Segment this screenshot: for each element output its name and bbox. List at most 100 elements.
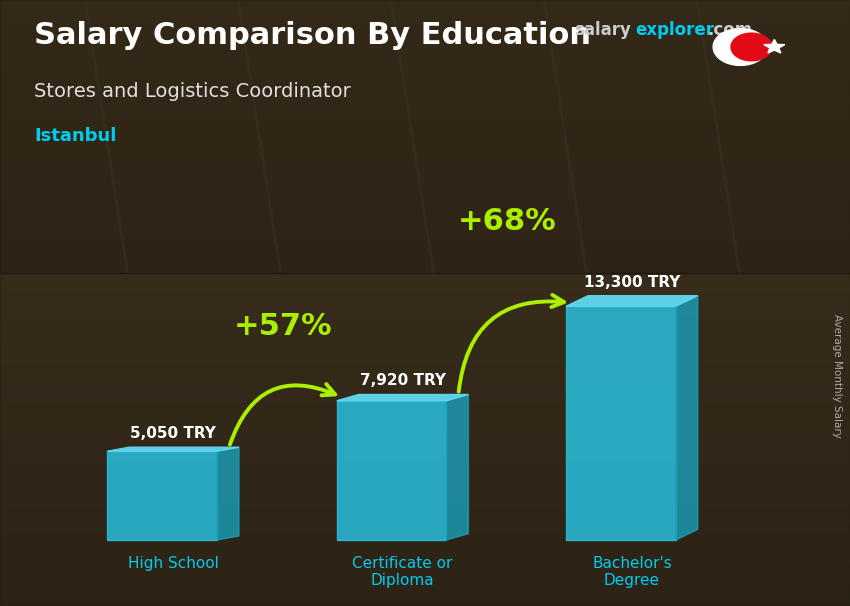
Bar — [0, 239, 850, 242]
Bar — [0, 424, 850, 427]
Bar — [0, 270, 850, 273]
Bar — [0, 227, 850, 230]
Bar — [0, 412, 850, 415]
Bar — [0, 121, 850, 124]
Bar — [0, 527, 850, 530]
Text: 13,300 TRY: 13,300 TRY — [584, 275, 680, 290]
Bar — [0, 564, 850, 567]
Bar — [0, 403, 850, 406]
Bar — [0, 400, 850, 403]
Bar — [0, 482, 850, 485]
Bar — [0, 421, 850, 424]
Bar — [0, 594, 850, 597]
Bar — [0, 182, 850, 185]
Bar — [0, 73, 850, 76]
Bar — [0, 115, 850, 118]
Bar — [0, 582, 850, 585]
Bar — [0, 318, 850, 321]
Bar — [0, 576, 850, 579]
Bar — [0, 415, 850, 418]
Bar — [0, 212, 850, 215]
Bar — [0, 167, 850, 170]
Bar — [0, 279, 850, 282]
Bar — [0, 67, 850, 70]
Bar — [0, 433, 850, 436]
Bar — [0, 361, 850, 364]
Bar — [337, 401, 446, 540]
Bar — [0, 197, 850, 200]
Bar — [0, 427, 850, 430]
Bar — [0, 406, 850, 409]
Bar — [0, 15, 850, 18]
Text: Istanbul: Istanbul — [34, 127, 116, 145]
Bar — [0, 558, 850, 561]
Bar — [0, 521, 850, 524]
Bar — [0, 127, 850, 130]
Bar — [0, 248, 850, 251]
Bar — [0, 306, 850, 309]
Bar — [0, 506, 850, 509]
Text: salary: salary — [574, 21, 631, 39]
Bar — [0, 445, 850, 448]
Bar — [0, 164, 850, 167]
Bar — [0, 3, 850, 6]
Polygon shape — [764, 39, 785, 53]
Bar — [0, 348, 850, 351]
Bar — [0, 251, 850, 255]
Bar — [0, 494, 850, 497]
Bar — [0, 561, 850, 564]
Bar — [0, 139, 850, 142]
Bar — [0, 6, 850, 9]
Polygon shape — [217, 447, 239, 540]
Bar — [0, 79, 850, 82]
Bar — [0, 52, 850, 55]
Bar — [0, 76, 850, 79]
Bar — [0, 327, 850, 330]
Bar — [0, 448, 850, 451]
Bar — [0, 185, 850, 188]
Bar — [0, 476, 850, 479]
Bar — [0, 491, 850, 494]
Bar — [0, 324, 850, 327]
Bar — [0, 500, 850, 503]
Bar — [0, 9, 850, 12]
Bar — [0, 342, 850, 345]
Bar — [0, 391, 850, 394]
Bar — [0, 173, 850, 176]
Bar — [0, 152, 850, 155]
Text: +57%: +57% — [234, 313, 332, 341]
Bar — [0, 94, 850, 97]
Bar — [0, 45, 850, 48]
Bar — [0, 333, 850, 336]
Bar — [0, 367, 850, 370]
Bar — [0, 27, 850, 30]
Bar — [0, 303, 850, 306]
Bar — [0, 397, 850, 400]
Bar — [0, 518, 850, 521]
Text: 5,050 TRY: 5,050 TRY — [130, 426, 216, 441]
Bar — [0, 545, 850, 548]
Bar — [0, 370, 850, 373]
Bar — [0, 100, 850, 103]
Text: explorer: explorer — [635, 21, 714, 39]
Bar — [0, 170, 850, 173]
Bar — [0, 106, 850, 109]
Bar — [0, 394, 850, 397]
Bar — [0, 103, 850, 106]
Bar — [0, 485, 850, 488]
Bar — [0, 179, 850, 182]
Bar — [0, 497, 850, 500]
Bar — [0, 321, 850, 324]
Bar — [0, 158, 850, 161]
Bar — [0, 464, 850, 467]
Bar — [0, 200, 850, 203]
Bar — [0, 509, 850, 512]
Polygon shape — [337, 395, 468, 401]
Bar — [0, 479, 850, 482]
Bar — [0, 542, 850, 545]
Bar — [0, 309, 850, 312]
Bar — [0, 55, 850, 58]
Bar — [0, 148, 850, 152]
Bar — [0, 300, 850, 303]
Bar — [0, 385, 850, 388]
